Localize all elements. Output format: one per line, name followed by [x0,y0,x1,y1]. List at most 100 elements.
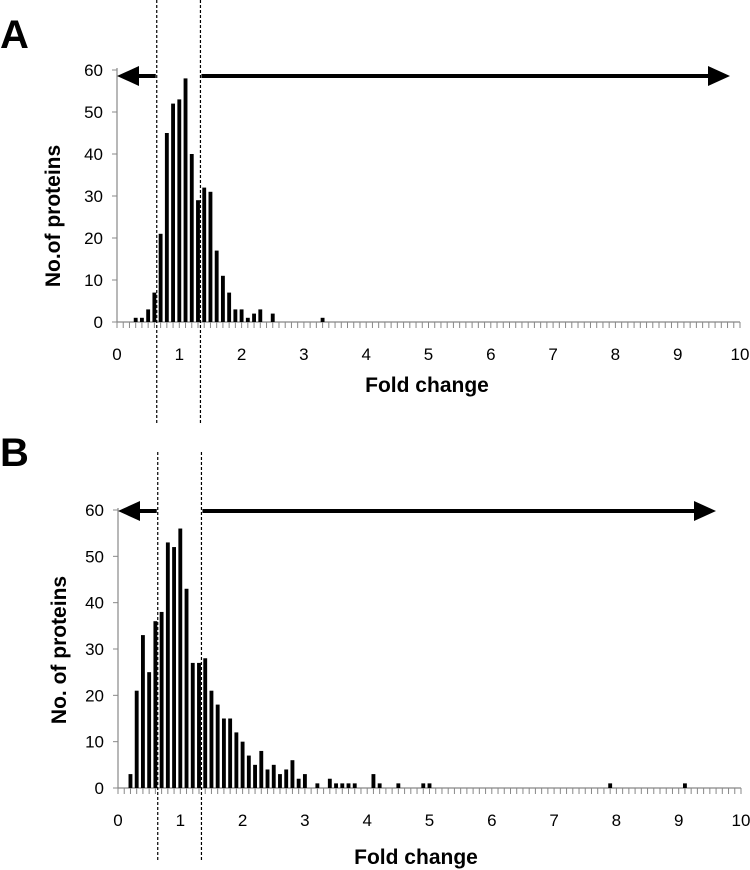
x-tick-label: 5 [424,345,433,364]
histogram-bar [377,783,382,788]
panel-b-xlabel: Fold change [354,846,478,869]
histogram-bar [183,78,188,323]
x-tick-label: 0 [112,345,121,364]
histogram-bar [396,783,401,788]
histogram-bar [245,317,250,322]
histogram-bar [253,764,257,788]
x-tick-label: 4 [362,811,371,830]
panel-b-label: B [0,431,29,475]
histogram-bar [208,191,213,322]
histogram-bar [158,233,163,322]
histogram-bar [346,783,351,788]
histogram-bar [197,662,201,788]
histogram-bar [421,783,426,788]
panel-a-chart: A No.of proteins Fold change 01020304050… [0,0,749,424]
histogram-bar [133,317,138,322]
histogram-bar [233,309,238,322]
histogram-bar [165,542,170,788]
histogram-bar [215,704,220,788]
histogram-bar [184,588,189,788]
histogram-bar [196,200,200,322]
histogram-bar [139,317,144,322]
left-arrow-head-icon [117,66,139,86]
histogram-bar [278,774,282,788]
histogram-bar [172,547,177,788]
y-tick-label: 50 [85,547,104,566]
histogram-bar [296,778,301,788]
histogram-bar [159,611,164,788]
histogram-bar [134,690,139,788]
histogram-bar [240,741,245,788]
x-tick-label: 6 [486,345,495,364]
y-tick-label: 20 [85,686,104,705]
y-tick-label: 50 [84,103,103,122]
histogram-bar [214,250,219,322]
panel-a-ylabel: No.of proteins [42,145,65,287]
histogram-bar [352,783,357,788]
x-tick-label: 7 [548,345,557,364]
x-tick-label: 2 [237,345,246,364]
histogram-bar [265,769,270,788]
histogram-bar [190,662,195,788]
histogram-bar [146,309,151,322]
panel-a-marks: 0 10 20 30 40 50 60 0 1 2 3 4 5 6 7 8 9 10 [84,0,749,424]
histogram-bar [271,764,276,788]
y-tick-label: 60 [85,501,104,520]
panel-b-marks: 0 10 20 30 40 50 60 0 1 2 3 4 5 6 7 8 9 10 [85,452,750,862]
x-tick-label: 1 [176,811,185,830]
x-tick-label: 3 [300,811,309,830]
x-tick-label: 9 [674,811,683,830]
x-tick-label: 3 [299,345,308,364]
y-tick-label: 20 [84,229,103,248]
histogram-bar [128,774,133,788]
histogram-bar [290,760,295,788]
histogram-bar [202,187,207,322]
histogram-bar [153,621,158,788]
histogram-bar [140,635,145,788]
histogram-bar [177,99,182,323]
histogram-bar [147,672,152,788]
histogram-bar [427,783,432,788]
histogram-bar [239,309,244,322]
histogram-bar [334,783,338,788]
histogram-bar [171,103,176,322]
histogram-bar [315,783,320,788]
x-tick-label: 2 [238,811,247,830]
histogram-bar [152,292,157,322]
histogram-bar [608,783,613,788]
x-tick-label: 7 [549,811,558,830]
y-tick-label: 10 [84,271,103,290]
x-tick-label: 6 [487,811,496,830]
x-tick-label: 8 [611,345,620,364]
histogram-bar [340,783,345,788]
histogram-bar [302,774,307,788]
x-tick-label: 1 [175,345,184,364]
y-tick-label: 40 [85,594,104,613]
left-arrow-head-icon [118,501,140,521]
right-arrow-head-icon [708,66,730,86]
x-tick-label: 0 [113,811,122,830]
right-arrow-head-icon [694,501,716,521]
histogram-bar [252,313,256,322]
y-tick-label: 60 [84,61,103,80]
panel-a-label: A [0,13,29,57]
histogram-bar [164,133,169,322]
histogram-bar [178,528,183,788]
x-tick-label: 5 [425,811,434,830]
y-tick-label: 10 [85,733,104,752]
histogram-bar [209,690,214,788]
histogram-bar [203,658,208,788]
histogram-bar [284,769,289,788]
histogram-bar [320,317,325,322]
y-tick-label: 30 [84,187,103,206]
histogram-bar [189,154,194,322]
panel-b-ylabel: No. of proteins [48,576,71,724]
histogram-bar [258,309,263,322]
histogram-bar [327,778,332,788]
histogram-bar [246,755,251,788]
x-tick-label: 8 [612,811,621,830]
x-tick-label: 10 [732,811,750,830]
histogram-bar [227,292,232,322]
histogram-bar [221,718,226,788]
